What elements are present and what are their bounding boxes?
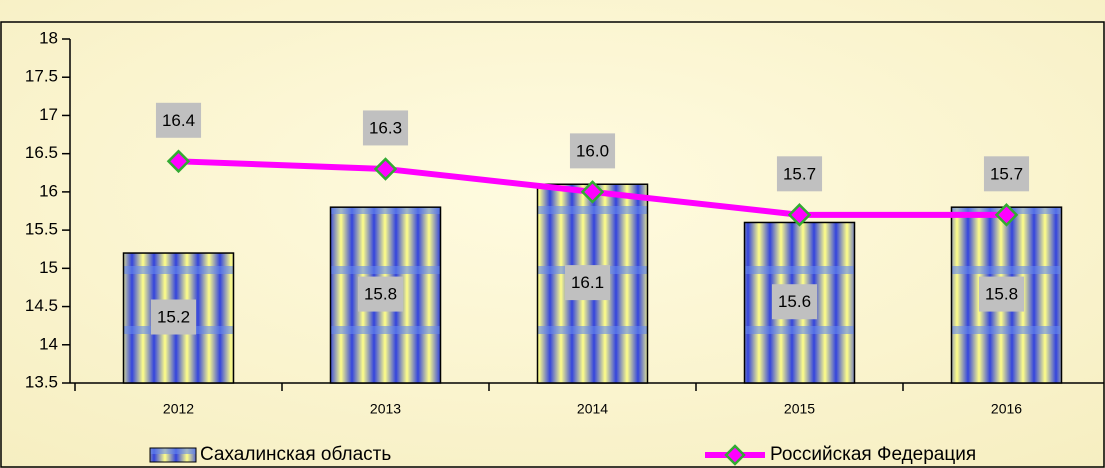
y-tick-label: 15	[39, 258, 58, 277]
data-label: 15.7	[990, 164, 1023, 183]
data-label-bg	[155, 102, 202, 138]
x-tick-label: 2014	[577, 401, 608, 417]
data-label-bg	[362, 110, 409, 146]
data-label: 16.1	[571, 273, 604, 292]
x-tick-label: 2013	[370, 401, 401, 417]
data-label-bg	[771, 284, 818, 320]
marker	[787, 203, 812, 227]
y-tick-label: 18	[39, 28, 58, 47]
data-label: 16.0	[576, 141, 609, 160]
chart-border	[0, 21, 1105, 468]
data-label: 15.7	[783, 164, 816, 183]
y-tick-label: 17	[39, 105, 58, 124]
data-label: 16.3	[369, 118, 402, 137]
y-tick-label: 13.5	[25, 372, 58, 391]
data-label: 15.6	[778, 292, 811, 311]
y-tick-label: 15.5	[25, 220, 58, 239]
data-label: 15.8	[985, 285, 1018, 304]
x-tick-label: 2016	[991, 401, 1022, 417]
legend-label: Российская Федерация	[770, 444, 976, 465]
data-label-bg	[983, 156, 1030, 192]
data-label-bg	[569, 133, 616, 169]
marker	[994, 203, 1019, 227]
data-label-bg	[776, 156, 823, 192]
legend-swatch	[149, 447, 197, 463]
y-tick-label: 14.5	[25, 296, 58, 315]
data-label-bg	[357, 276, 404, 312]
data-label: 15.8	[364, 285, 397, 304]
data-label-bg	[150, 299, 197, 335]
marker	[166, 149, 191, 174]
legend-marker	[724, 444, 746, 466]
y-tick-label: 16	[39, 181, 58, 200]
legend-label: Сахалинская область	[200, 444, 391, 465]
data-label-bg	[564, 265, 611, 301]
y-tick-label: 16.5	[25, 143, 58, 162]
data-label: 15.2	[157, 308, 190, 327]
marker	[373, 157, 398, 181]
x-tick-label: 2012	[163, 401, 194, 417]
data-label: 16.4	[162, 111, 195, 130]
y-tick-label: 17.5	[25, 67, 58, 86]
x-tick-label: 2015	[784, 401, 815, 417]
data-label-bg	[978, 276, 1025, 312]
marker	[580, 180, 605, 204]
y-tick-label: 14	[39, 334, 58, 353]
